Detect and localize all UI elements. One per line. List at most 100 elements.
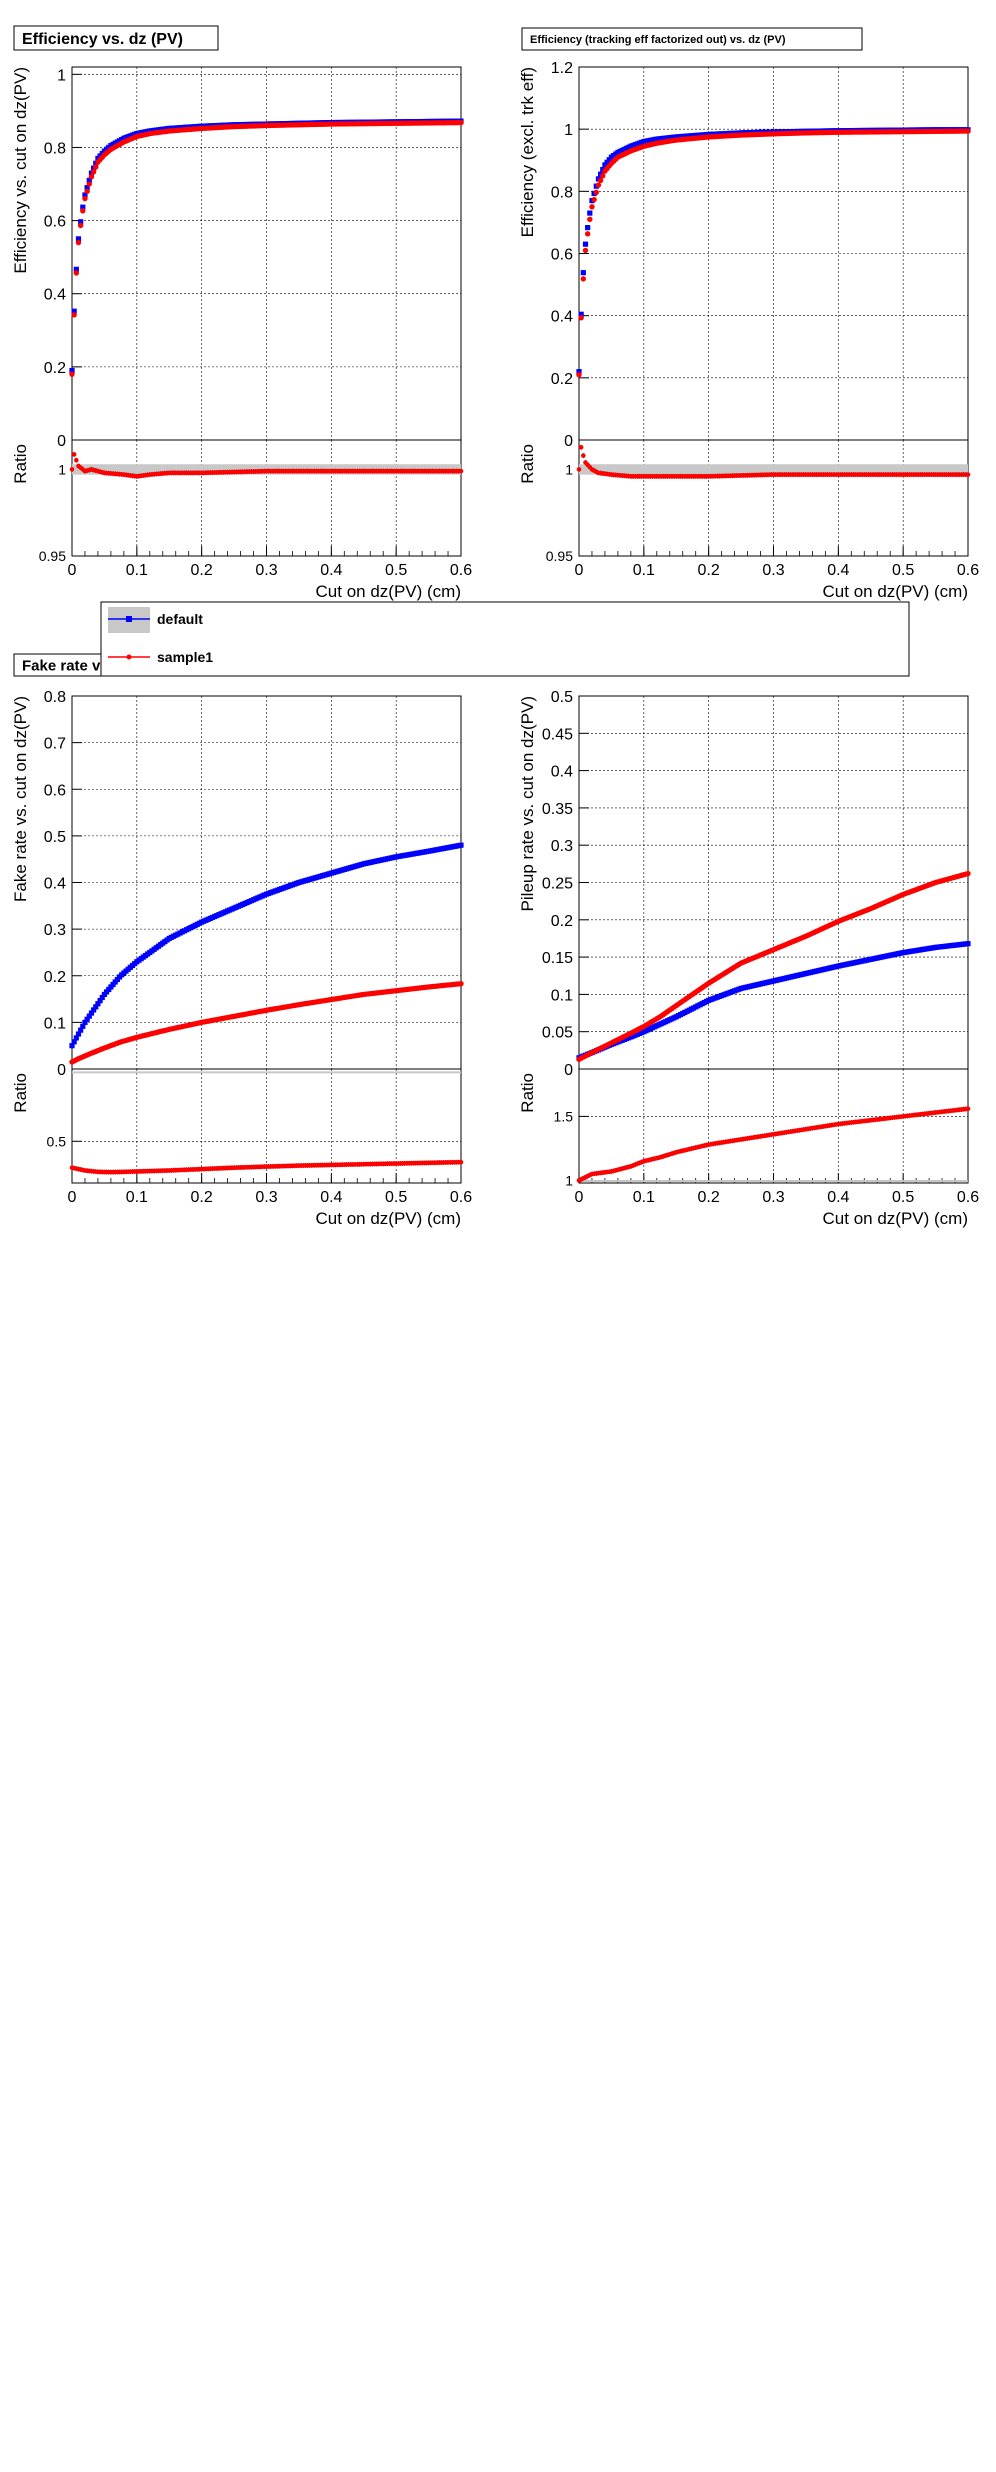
- ratio-point: [578, 445, 584, 450]
- data-point: [965, 870, 971, 877]
- y-tick-label: 0.8: [551, 184, 573, 201]
- chart-panel-eff: 0 0.1 0.2 0.3 0.4 0.5 0.6 0 0.2 0.4 0.6 0.8 1 0.95 1 Ef…: [11, 25, 472, 601]
- x-tick-label: 0.2: [191, 1189, 213, 1206]
- chart-panel-fake: 0 0.1 0.2 0.3 0.4 0.5 0.6 0 0.1 0.2 0.3 0.4 0.5 0.6 0.…: [11, 653, 472, 1228]
- x-tick-label: 0.5: [892, 562, 914, 579]
- data-point: [593, 189, 599, 196]
- y-tick-label: 0.1: [44, 1015, 66, 1032]
- y-tick-label: 0.4: [551, 309, 573, 326]
- data-point: [86, 1013, 92, 1019]
- data-point: [75, 236, 82, 242]
- data-point: [587, 216, 593, 223]
- ratio-y-axis-label: Ratio: [518, 1073, 537, 1113]
- x-tick-label: 0.6: [957, 1189, 979, 1206]
- y-tick-label: 0.5: [44, 829, 66, 846]
- y-tick-label: 0: [57, 1062, 66, 1079]
- y-tick-label: 0.6: [44, 782, 66, 799]
- y-tick-label: 0.25: [542, 876, 573, 893]
- data-point: [84, 1016, 90, 1022]
- x-tick-label: 0.4: [827, 562, 849, 579]
- legend-frame: [100, 601, 910, 677]
- x-tick-label: 0.1: [126, 1189, 148, 1206]
- x-axis-label: Cut on dz(PV) (cm): [316, 1209, 461, 1228]
- ratio-y-axis-label: Ratio: [518, 444, 537, 484]
- y-tick-label: 1.2: [551, 60, 573, 77]
- ratio-reference-band: [579, 1180, 968, 1183]
- data-point: [585, 224, 591, 231]
- y-tick-label: 0.05: [542, 1025, 573, 1042]
- x-axis-label: Cut on dz(PV) (cm): [316, 582, 461, 601]
- x-tick-label: 0.2: [191, 562, 213, 579]
- ratio-series-sample1: [576, 444, 971, 479]
- data-point: [90, 169, 97, 175]
- x-tick-label: 0.6: [957, 562, 979, 579]
- data-point: [458, 119, 464, 126]
- y-tick-label: 0.2: [551, 371, 573, 388]
- data-point: [587, 210, 593, 216]
- ratio-y-axis-label: Ratio: [11, 1073, 30, 1113]
- x-tick-label: 0: [575, 1189, 584, 1206]
- ratio-y-tick-label: 1: [565, 1172, 573, 1188]
- series-sample1: [576, 870, 971, 1063]
- y-tick-label: 0.7: [44, 736, 66, 753]
- data-point: [84, 185, 90, 191]
- x-tick-label: 0.5: [892, 1189, 914, 1206]
- ratio-y-tick-label: 0.95: [546, 548, 573, 564]
- data-point: [578, 315, 584, 321]
- ratio-point: [69, 467, 75, 472]
- data-point: [582, 241, 589, 247]
- ratio-point: [458, 1159, 464, 1165]
- data-point: [584, 231, 591, 237]
- data-point: [86, 177, 92, 183]
- data-point: [69, 371, 75, 377]
- y-tick-label: 0.2: [44, 360, 66, 377]
- legend-entry-default: default: [108, 607, 203, 633]
- data-point: [73, 1035, 79, 1041]
- data-point: [600, 173, 606, 179]
- chart-title-text: Efficiency vs. dz (PV): [22, 31, 183, 48]
- data-point: [84, 188, 90, 195]
- x-tick-label: 0.6: [450, 562, 472, 579]
- legend-entry-sample1: sample1: [108, 649, 213, 665]
- data-point: [582, 247, 589, 254]
- ratio-point: [965, 1106, 971, 1112]
- data-point: [80, 1023, 86, 1029]
- data-point: [75, 1031, 82, 1037]
- series-sample1: [69, 980, 464, 1065]
- ratio-y-tick-label: 1.5: [554, 1108, 574, 1124]
- x-tick-label: 0.1: [633, 562, 655, 579]
- y-tick-label: 0.5: [551, 689, 573, 706]
- data-point: [93, 164, 99, 170]
- data-point: [589, 204, 595, 210]
- y-tick-label: 0.8: [44, 140, 66, 157]
- ratio-y-tick-label: 0.95: [39, 548, 66, 564]
- data-point: [965, 128, 971, 134]
- y-axis-label: Fake rate vs. cut on dz(PV): [11, 696, 30, 902]
- x-tick-label: 0.3: [762, 562, 784, 579]
- chart-panel-eff_excl: 0 0.1 0.2 0.3 0.4 0.5 0.6 0 0.2 0.4 0.6 0.8 1 1.2 0.95…: [518, 27, 979, 601]
- y-tick-label: 0.35: [542, 801, 573, 818]
- ratio-point: [576, 467, 582, 472]
- main-plot-frame: [71, 66, 462, 441]
- data-point: [591, 196, 597, 203]
- ratio-point: [581, 453, 586, 458]
- y-tick-label: 0.2: [44, 969, 66, 986]
- data-point: [80, 204, 86, 210]
- data-point: [69, 367, 75, 374]
- legend-label: default: [157, 611, 203, 627]
- data-point: [77, 222, 84, 229]
- data-point: [75, 239, 82, 246]
- data-point: [78, 1027, 84, 1033]
- x-tick-label: 0.5: [385, 562, 407, 579]
- x-tick-label: 0.3: [255, 1189, 277, 1206]
- y-axis-label: Pileup rate vs. cut on dz(PV): [518, 696, 537, 911]
- chart-title-box: [13, 25, 219, 51]
- y-tick-label: 0.6: [44, 214, 66, 231]
- x-tick-label: 0.4: [827, 1189, 849, 1206]
- chart-title: Efficiency vs. dz (PV): [13, 25, 219, 51]
- data-point: [73, 266, 79, 272]
- data-point: [82, 195, 88, 202]
- legend: default sample1: [100, 601, 910, 677]
- x-tick-label: 0.3: [762, 1189, 784, 1206]
